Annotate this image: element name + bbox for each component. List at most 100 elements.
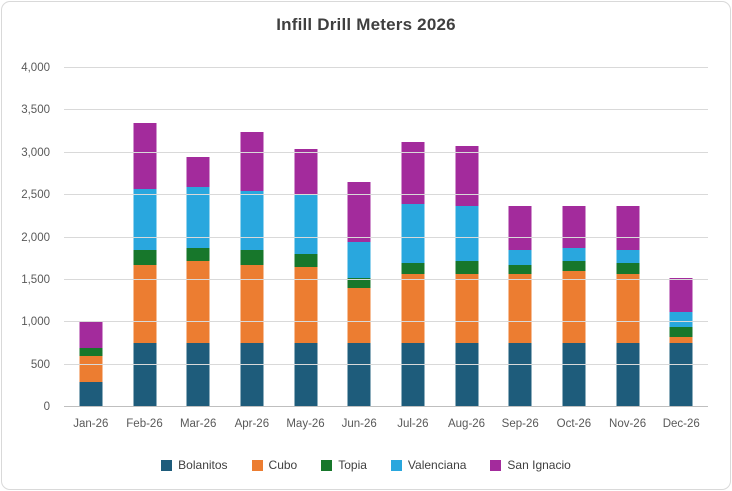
bar-segment-san-ignacio[interactable] <box>240 131 264 191</box>
bar-segment-bolanitos[interactable] <box>669 343 693 407</box>
bar-segment-san-ignacio[interactable] <box>669 277 693 312</box>
stacked-bar-Mar-26 <box>186 157 210 407</box>
legend: Bolanitos Cubo Topia Valenciana San Ignacio <box>2 458 730 472</box>
gridline <box>64 321 708 323</box>
bar-segment-cubo[interactable] <box>79 356 103 382</box>
stacked-bar-Jun-26 <box>347 182 371 407</box>
x-tick-label: Nov-26 <box>609 418 647 430</box>
x-tick-label: Feb-26 <box>126 418 163 430</box>
gridline <box>64 194 708 196</box>
bar-slot <box>601 68 655 407</box>
bar-segment-cubo[interactable] <box>562 271 586 344</box>
x-tick-label: Jan-26 <box>73 418 109 430</box>
legend-label: San Ignacio <box>507 458 571 472</box>
bar-segment-bolanitos[interactable] <box>79 381 103 407</box>
x-tick-label: Dec-26 <box>662 418 700 430</box>
bar-segment-valenciana[interactable] <box>455 205 479 261</box>
legend-item-topia[interactable]: Topia <box>321 458 367 472</box>
bar-segment-bolanitos[interactable] <box>294 343 318 407</box>
bar-segment-bolanitos[interactable] <box>508 343 532 407</box>
legend-label: Cubo <box>268 458 298 472</box>
bar-segment-valenciana[interactable] <box>616 250 640 263</box>
gridline <box>64 151 708 153</box>
bar-segment-bolanitos[interactable] <box>401 343 425 407</box>
bar-segment-cubo[interactable] <box>347 288 371 344</box>
legend-swatch-icon <box>251 459 263 471</box>
y-axis-labels: 0 500 1,000 1,500 2,000 2,500 3,000 3,500 4,000 <box>2 62 50 413</box>
bar-segment-cubo[interactable] <box>133 265 156 344</box>
bar-segment-valenciana[interactable] <box>669 311 693 327</box>
bar-segment-cubo[interactable] <box>240 265 264 344</box>
bar-slot <box>493 68 547 407</box>
bar-segment-bolanitos[interactable] <box>562 343 586 407</box>
gridline <box>64 109 708 111</box>
bar-segment-san-ignacio[interactable] <box>133 123 156 189</box>
bar-segment-san-ignacio[interactable] <box>455 146 479 206</box>
legend-item-cubo[interactable]: Cubo <box>251 458 298 472</box>
bar-slot <box>64 68 118 407</box>
bar-segment-bolanitos[interactable] <box>347 343 371 407</box>
bar-segment-cubo[interactable] <box>669 337 693 344</box>
bar-segment-bolanitos[interactable] <box>455 343 479 407</box>
bar-segment-topia[interactable] <box>616 262 640 274</box>
bar-segment-topia[interactable] <box>669 326 693 338</box>
bar-segment-topia[interactable] <box>455 260 479 274</box>
stacked-bar-Nov-26 <box>616 205 640 407</box>
bar-segment-topia[interactable] <box>133 250 156 266</box>
x-tick-label: Oct-26 <box>556 418 592 430</box>
bar-slot <box>332 68 386 407</box>
legend-item-valenciana[interactable]: Valenciana <box>390 458 467 472</box>
bar-segment-san-ignacio[interactable] <box>616 205 640 251</box>
stacked-bar-May-26 <box>294 148 318 407</box>
bar-segment-topia[interactable] <box>401 262 425 274</box>
bar-segment-topia[interactable] <box>508 265 532 274</box>
x-tick-label: Aug-26 <box>447 418 486 430</box>
bar-segment-cubo[interactable] <box>616 273 640 344</box>
bar-segment-cubo[interactable] <box>508 273 532 344</box>
bar-segment-san-ignacio[interactable] <box>401 142 425 204</box>
bar-segment-valenciana[interactable] <box>562 248 586 261</box>
chart-title: Infill Drill Meters 2026 <box>276 15 456 34</box>
bar-segment-cubo[interactable] <box>401 273 425 344</box>
y-tick-label: 0 <box>43 401 50 413</box>
bar-slot <box>440 68 494 407</box>
bar-segment-bolanitos[interactable] <box>616 343 640 407</box>
bar-slot <box>654 68 708 407</box>
gridline <box>64 363 708 365</box>
bar-segment-san-ignacio[interactable] <box>79 322 103 348</box>
bar-segment-san-ignacio[interactable] <box>294 148 318 196</box>
stacked-bar-Feb-26 <box>133 123 156 407</box>
bar-segment-topia[interactable] <box>240 250 264 266</box>
legend-item-bolanitos[interactable]: Bolanitos <box>161 458 228 472</box>
bar-segment-valenciana[interactable] <box>186 186 210 249</box>
y-tick-label: 4,000 <box>21 62 50 74</box>
bar-segment-cubo[interactable] <box>186 260 210 344</box>
legend-swatch-icon <box>321 459 333 471</box>
bar-segment-cubo[interactable] <box>455 273 479 344</box>
bar-segment-bolanitos[interactable] <box>240 343 264 407</box>
bar-segment-topia[interactable] <box>562 260 586 272</box>
bar-segment-topia[interactable] <box>186 248 210 261</box>
bar-segment-cubo[interactable] <box>294 267 318 344</box>
legend-item-san-ignacio[interactable]: San Ignacio <box>490 458 571 472</box>
bar-segment-valenciana[interactable] <box>294 195 318 255</box>
x-tick-label: Sep-26 <box>501 418 539 430</box>
bar-segment-valenciana[interactable] <box>401 203 425 263</box>
bar-segment-valenciana[interactable] <box>347 241 371 278</box>
bar-segment-bolanitos[interactable] <box>133 343 156 407</box>
stacked-bar-Oct-26 <box>562 205 586 407</box>
bar-segment-topia[interactable] <box>79 347 103 357</box>
bar-segment-topia[interactable] <box>347 277 371 289</box>
legend-label: Valenciana <box>407 458 467 472</box>
stacked-bar-Aug-26 <box>455 146 479 407</box>
bar-segment-topia[interactable] <box>294 254 318 268</box>
bar-segment-valenciana[interactable] <box>508 250 532 266</box>
stacked-bar-Jul-26 <box>401 142 425 407</box>
bar-segment-san-ignacio[interactable] <box>347 182 371 242</box>
bar-segment-valenciana[interactable] <box>240 190 264 251</box>
bar-segment-san-ignacio[interactable] <box>508 205 532 251</box>
bar-segment-san-ignacio[interactable] <box>562 205 586 249</box>
bar-segment-bolanitos[interactable] <box>186 343 210 407</box>
bar-segment-san-ignacio[interactable] <box>186 157 210 187</box>
bar-segment-valenciana[interactable] <box>133 188 156 251</box>
